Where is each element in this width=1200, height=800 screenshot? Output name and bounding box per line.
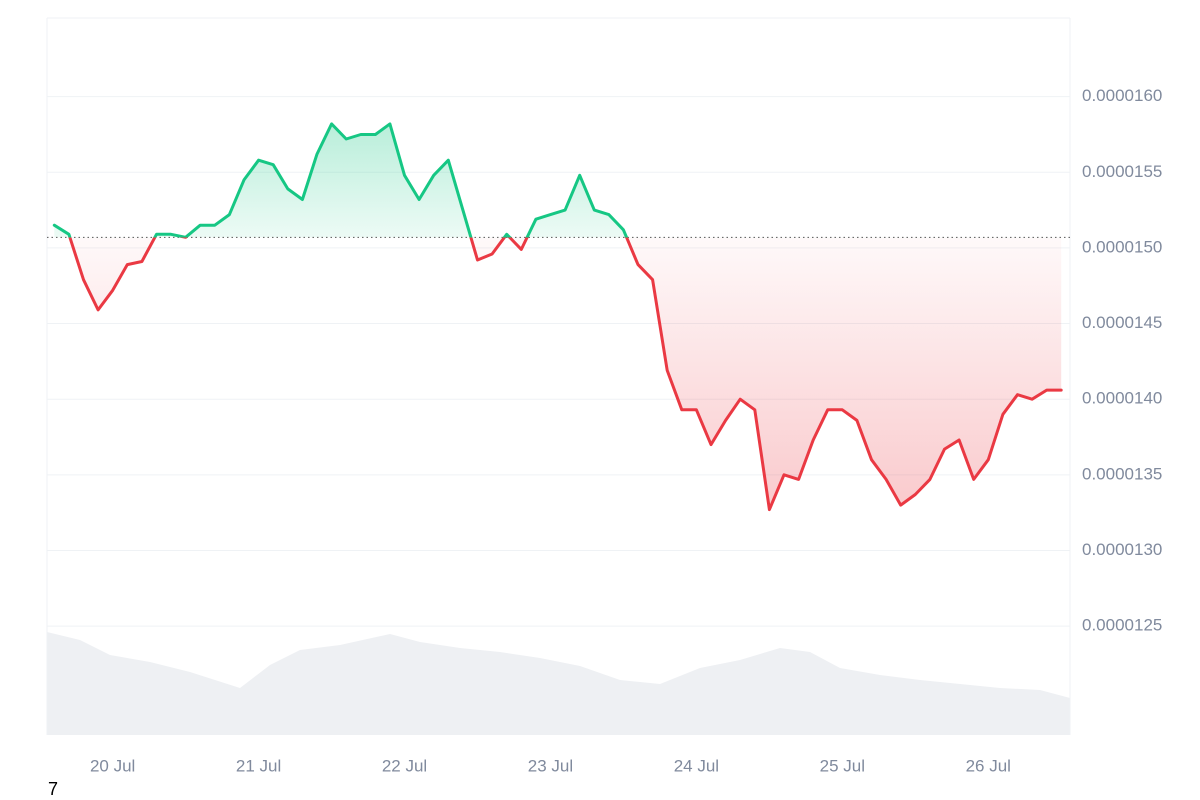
y-tick-label: 0.0000125: [1082, 616, 1162, 635]
x-tick-label: 23 Jul: [528, 756, 573, 775]
volume-area: [47, 632, 1070, 735]
area: [54, 123, 1062, 510]
x-tick-label: 26 Jul: [966, 756, 1011, 775]
x-tick-label: 24 Jul: [674, 756, 719, 775]
footer-label: 7: [48, 779, 58, 799]
y-tick-label: 0.0000135: [1082, 464, 1162, 483]
y-tick-label: 0.0000150: [1082, 237, 1162, 256]
x-tick-label: 25 Jul: [820, 756, 865, 775]
y-tick-label: 0.0000140: [1082, 389, 1162, 408]
y-tick-label: 0.0000130: [1082, 540, 1162, 559]
x-tick-label: 21 Jul: [236, 756, 281, 775]
x-tick-label: 22 Jul: [382, 756, 427, 775]
y-tick-label: 0.0000155: [1082, 162, 1162, 181]
y-tick-label: 0.0000145: [1082, 313, 1162, 332]
price-line: [52, 122, 1063, 512]
y-tick-label: 0.0000160: [1082, 86, 1162, 105]
x-tick-label: 20 Jul: [90, 756, 135, 775]
